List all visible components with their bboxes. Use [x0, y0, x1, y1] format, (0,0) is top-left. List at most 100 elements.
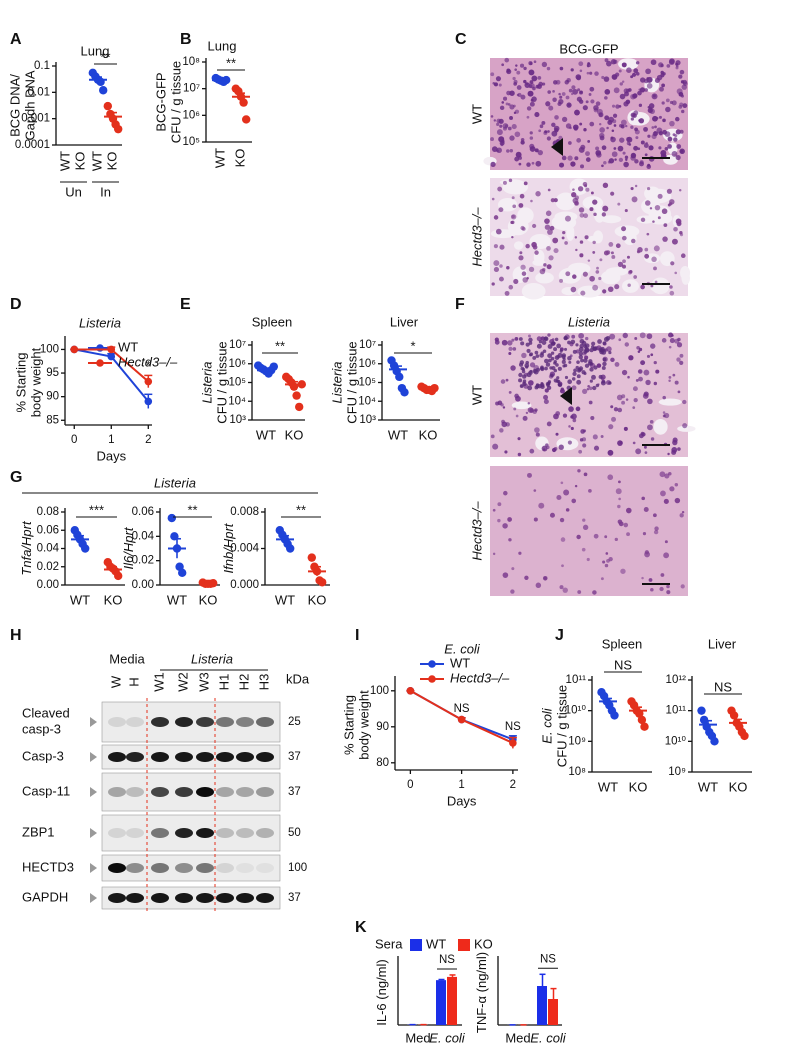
cell-nucleus — [617, 519, 623, 525]
blot-group: Media — [109, 651, 145, 666]
cell-nucleus — [562, 413, 568, 418]
data-point — [114, 571, 123, 581]
cell-nucleus — [497, 502, 502, 507]
cell-nucleus — [665, 98, 670, 103]
cell-nucleus — [664, 131, 671, 137]
cell-nucleus — [583, 213, 589, 219]
cell-nucleus — [504, 450, 508, 454]
x-tick-label: WT — [275, 592, 295, 607]
immune-cell — [571, 377, 576, 381]
y-axis-label: CFU / g tissue — [168, 61, 183, 143]
tissue-space — [680, 265, 691, 280]
cell-nucleus — [682, 423, 688, 429]
cell-nucleus — [652, 131, 658, 137]
cell-nucleus — [615, 104, 620, 109]
cell-nucleus — [646, 164, 652, 170]
cell-nucleus — [646, 77, 653, 83]
immune-cell — [578, 351, 584, 356]
cell-nucleus — [527, 472, 532, 478]
cell-nucleus — [677, 447, 681, 451]
blot-band — [126, 717, 144, 727]
cell-nucleus — [578, 332, 585, 339]
cell-nucleus — [534, 250, 539, 255]
cell-nucleus — [532, 244, 538, 250]
immune-cell — [554, 337, 559, 342]
immune-cell — [563, 335, 568, 341]
cell-nucleus — [585, 336, 589, 341]
cell-nucleus — [520, 264, 526, 270]
cell-nucleus — [542, 82, 546, 86]
cell-nucleus — [588, 386, 593, 391]
cell-nucleus — [582, 518, 586, 522]
y-tick-label: 0.08 — [37, 506, 59, 518]
cell-nucleus — [515, 64, 518, 67]
cell-nucleus — [527, 407, 534, 413]
y-tick-label: 10⁵ — [182, 136, 200, 148]
cell-nucleus — [643, 445, 647, 449]
image-title: Listeria — [568, 314, 610, 329]
cell-nucleus — [518, 551, 522, 555]
cell-nucleus — [644, 451, 648, 454]
cell-nucleus — [647, 424, 653, 431]
panel-label: I — [355, 627, 359, 644]
cell-nucleus — [619, 137, 625, 143]
cell-nucleus — [680, 253, 686, 259]
cell-nucleus — [623, 161, 629, 168]
cell-nucleus — [493, 215, 499, 220]
cell-nucleus — [547, 130, 550, 133]
cell-nucleus — [499, 276, 504, 282]
cell-nucleus — [611, 416, 617, 422]
cell-nucleus — [599, 132, 605, 139]
cell-nucleus — [574, 156, 579, 161]
cell-nucleus — [586, 71, 590, 75]
cell-nucleus — [628, 355, 634, 361]
panel-label: H — [10, 627, 22, 644]
data-point — [318, 578, 327, 587]
immune-cell — [576, 360, 580, 364]
cell-nucleus — [641, 576, 644, 580]
y-tick-label: 100 — [370, 685, 389, 697]
cell-nucleus — [614, 284, 620, 290]
series-line — [409, 689, 514, 741]
immune-cell — [602, 357, 607, 362]
cell-nucleus — [566, 102, 572, 108]
y-tick-label: 0.1 — [34, 60, 50, 72]
cell-nucleus — [589, 207, 594, 212]
cell-nucleus — [514, 131, 521, 138]
immune-cell — [589, 379, 593, 383]
cell-nucleus — [532, 409, 537, 414]
cell-nucleus — [621, 235, 627, 241]
tissue-space — [605, 267, 629, 276]
cell-nucleus — [640, 431, 645, 436]
cell-nucleus — [616, 394, 623, 401]
cell-nucleus — [669, 285, 673, 289]
y-tick-label: 90 — [376, 721, 389, 733]
data-point — [509, 739, 517, 747]
cell-nucleus — [593, 445, 600, 451]
immune-cell — [592, 346, 597, 351]
x-axis-label: Days — [447, 793, 477, 808]
x-tick-label: 0 — [71, 434, 77, 446]
blot-band — [126, 828, 144, 838]
cell-nucleus — [571, 385, 577, 391]
significance: *** — [89, 502, 104, 517]
cell-nucleus — [662, 395, 666, 400]
cell-nucleus — [519, 63, 525, 68]
cell-nucleus — [582, 388, 588, 394]
x-tick-label: KO — [104, 592, 123, 607]
blot-band — [175, 828, 193, 838]
cell-nucleus — [668, 332, 674, 338]
cell-nucleus — [582, 271, 588, 277]
cell-nucleus — [526, 162, 531, 167]
cell-nucleus — [607, 119, 613, 125]
cell-nucleus — [681, 84, 688, 90]
cell-nucleus — [619, 82, 623, 86]
cell-nucleus — [604, 563, 609, 568]
blot-band — [256, 863, 274, 873]
cell-nucleus — [668, 345, 672, 349]
cell-nucleus — [520, 225, 525, 231]
cell-nucleus — [678, 104, 683, 109]
cell-nucleus — [643, 369, 650, 376]
group-label: In — [100, 184, 111, 199]
cell-nucleus — [525, 243, 530, 249]
